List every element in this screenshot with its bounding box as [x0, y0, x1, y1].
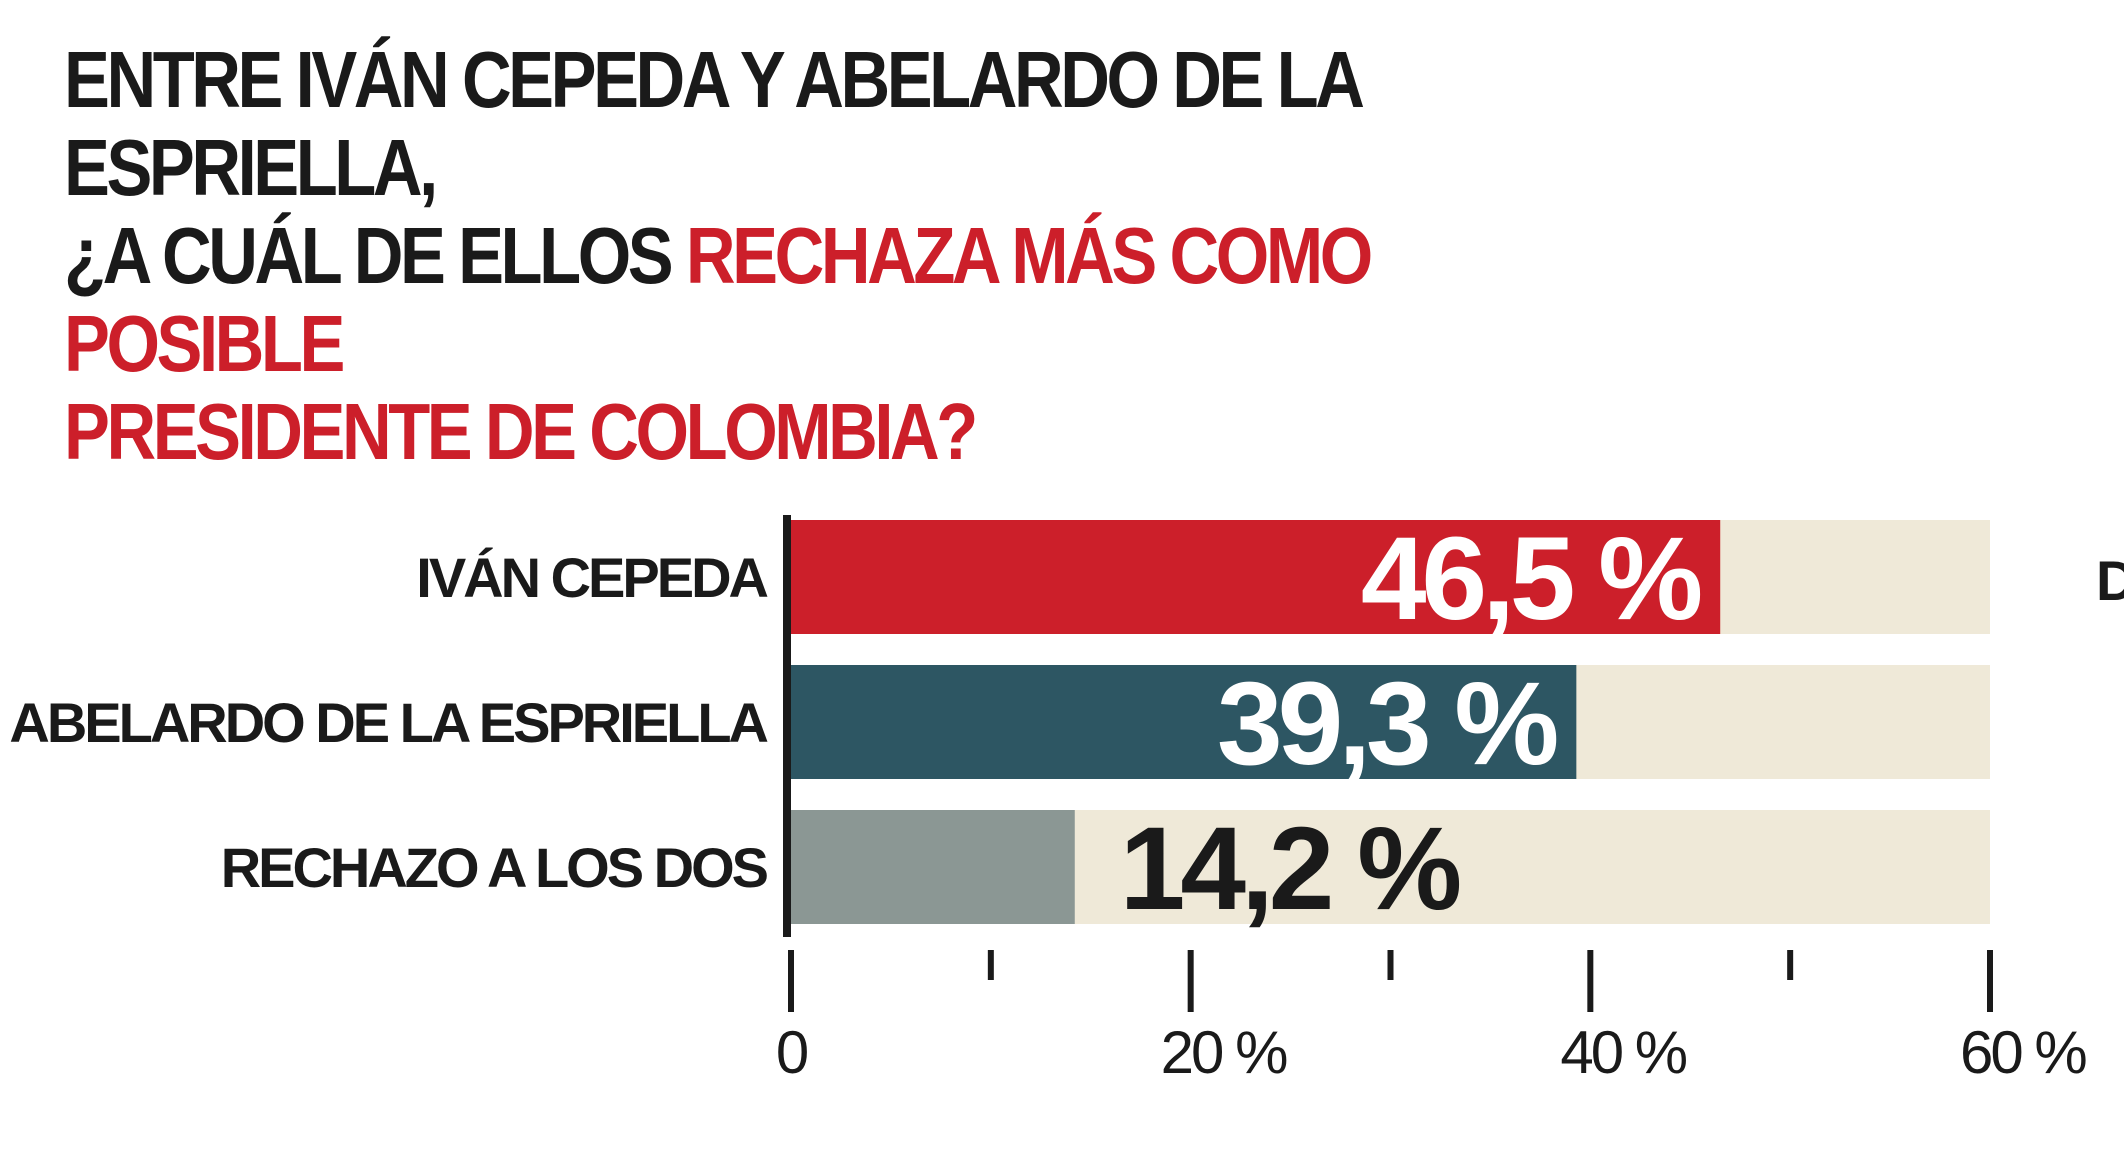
- title-line-2-red: RECHAZA MÁS COMO POSIBLE: [64, 211, 1373, 388]
- title-line-2: ¿A CUÁL DE ELLOS RECHAZA MÁS COMO POSIBL…: [64, 212, 1612, 388]
- y-axis-line: [783, 515, 791, 937]
- title-line-1: ENTRE IVÁN CEPEDA Y ABELARDO DE LA ESPRI…: [64, 35, 1362, 212]
- chart-title: ENTRE IVÁN CEPEDA Y ABELARDO DE LA ESPRI…: [64, 36, 1612, 476]
- value-label: 14,2 %: [1120, 803, 1459, 935]
- value-label: 46,5 %: [1361, 513, 1700, 645]
- bar: [791, 520, 1721, 634]
- major-tick: [1587, 950, 1594, 1012]
- category-label: IVÁN CEPEDA: [416, 546, 767, 609]
- minor-tick: [1787, 950, 1794, 980]
- tick-label: 40 %: [1560, 1019, 1686, 1086]
- title-line-3: PRESIDENTE DE COLOMBIA?: [64, 387, 978, 476]
- tick-label: 20 %: [1161, 1019, 1287, 1086]
- tick-label: 0: [776, 1019, 808, 1086]
- tick-label: 60 %: [1960, 1019, 2086, 1086]
- minor-tick: [987, 950, 994, 980]
- bar: [791, 810, 1075, 924]
- major-tick: [788, 950, 794, 1012]
- category-label: RECHAZO A LOS DOS: [221, 836, 768, 899]
- title-line-2-black: ¿A CUÁL DE ELLOS: [64, 211, 686, 300]
- bar: [791, 665, 1577, 779]
- major-tick: [1987, 950, 1993, 1012]
- major-tick: [1187, 950, 1194, 1012]
- category-label: ABELARDO DE LA ESPRIELLA: [9, 691, 767, 754]
- minor-tick: [1387, 950, 1394, 980]
- edge-text-fragment: D: [2096, 549, 2124, 612]
- value-label: 39,3 %: [1217, 658, 1556, 790]
